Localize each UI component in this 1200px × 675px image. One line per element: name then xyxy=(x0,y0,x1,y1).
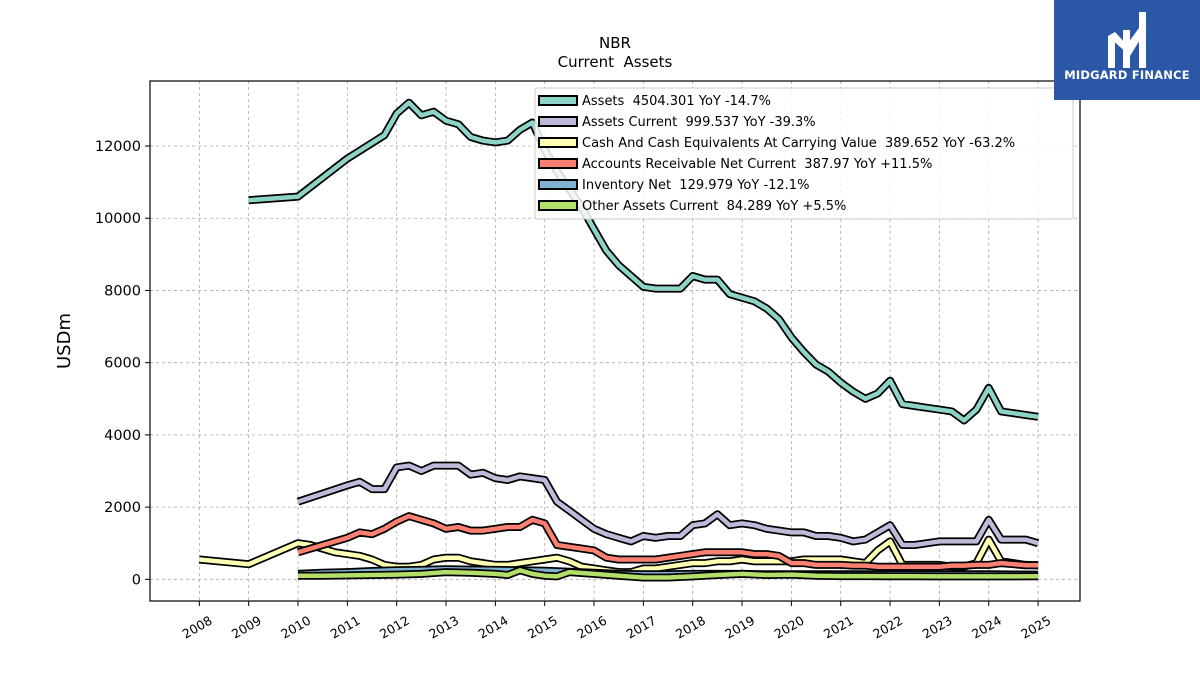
legend-label: Assets Current 999.537 YoY -39.3% xyxy=(582,115,816,130)
plot-frame xyxy=(149,80,1081,602)
legend-label: Accounts Receivable Net Current 387.97 Y… xyxy=(582,157,932,172)
x-tick-label: 2017 xyxy=(624,613,659,642)
legend-swatch xyxy=(538,137,578,148)
y-tick-label: 4000 xyxy=(104,428,141,444)
legend: Assets 4504.301 YoY -14.7% Assets Current… xyxy=(534,87,1074,220)
x-tick-label: 2013 xyxy=(426,613,461,642)
series-line-1 xyxy=(296,461,1040,549)
legend-swatch xyxy=(538,95,578,106)
brand-mark-icon xyxy=(1108,12,1146,68)
brand-logo: MIDGARD FINANCE xyxy=(1054,0,1200,100)
x-tick-label: 2012 xyxy=(377,613,412,642)
x-axis: 2008 2009 2010 2011 2012 2013 2014 2015 2016 2017… xyxy=(180,601,1053,642)
series-line-5 xyxy=(298,566,1039,582)
y-tick-label: 0 xyxy=(132,572,141,588)
x-tick-label: 2008 xyxy=(180,613,215,642)
series-line-0 xyxy=(248,98,1039,425)
x-tick-label: 2024 xyxy=(969,613,1004,642)
x-tick-label: 2011 xyxy=(328,613,363,642)
legend-swatch xyxy=(538,200,578,211)
series-stroke xyxy=(248,100,1039,423)
legend-swatch xyxy=(538,116,578,127)
y-axis: 0 2000 4000 6000 8000 10000 12000 xyxy=(95,139,150,588)
series-stroke xyxy=(297,463,1039,548)
x-tick-label: 2025 xyxy=(1018,613,1053,642)
legend-label: Other Assets Current 84.289 YoY +5.5% xyxy=(582,199,846,214)
legend-swatch xyxy=(538,158,578,169)
x-tick-label: 2016 xyxy=(574,613,609,642)
legend-swatch xyxy=(538,179,578,190)
y-tick-label: 12000 xyxy=(95,139,141,155)
legend-box xyxy=(534,87,1074,220)
y-axis-label: USDm xyxy=(54,313,75,369)
x-tick-label: 2009 xyxy=(229,613,264,642)
x-tick-label: 2010 xyxy=(278,613,313,642)
y-tick-label: 10000 xyxy=(95,211,141,227)
series-line-3 xyxy=(296,512,1039,571)
y-tick-label: 6000 xyxy=(104,356,141,372)
x-tick-label: 2015 xyxy=(525,613,560,642)
x-tick-label: 2018 xyxy=(673,613,708,642)
chart-subtitle: Current Assets xyxy=(558,53,673,71)
y-tick-label: 8000 xyxy=(104,283,141,299)
series-stroke xyxy=(297,513,1039,569)
series-outline xyxy=(296,461,1040,549)
legend-label: Cash And Cash Equivalents At Carrying Va… xyxy=(582,136,1015,151)
x-tick-label: 2019 xyxy=(722,613,757,642)
x-tick-label: 2022 xyxy=(870,613,905,642)
x-tick-label: 2020 xyxy=(772,613,807,642)
chart-title: NBR xyxy=(599,34,631,52)
legend-label: Inventory Net 129.979 YoY -12.1% xyxy=(582,178,809,193)
x-tick-label: 2014 xyxy=(476,613,511,642)
series-stroke xyxy=(298,568,1039,580)
legend-label: Assets 4504.301 YoY -14.7% xyxy=(582,94,771,109)
x-tick-label: 2023 xyxy=(920,613,955,642)
y-tick-label: 2000 xyxy=(104,500,141,516)
series-layer xyxy=(198,98,1040,582)
x-tick-label: 2021 xyxy=(821,613,856,642)
brand-name: MIDGARD FINANCE xyxy=(1064,68,1190,82)
